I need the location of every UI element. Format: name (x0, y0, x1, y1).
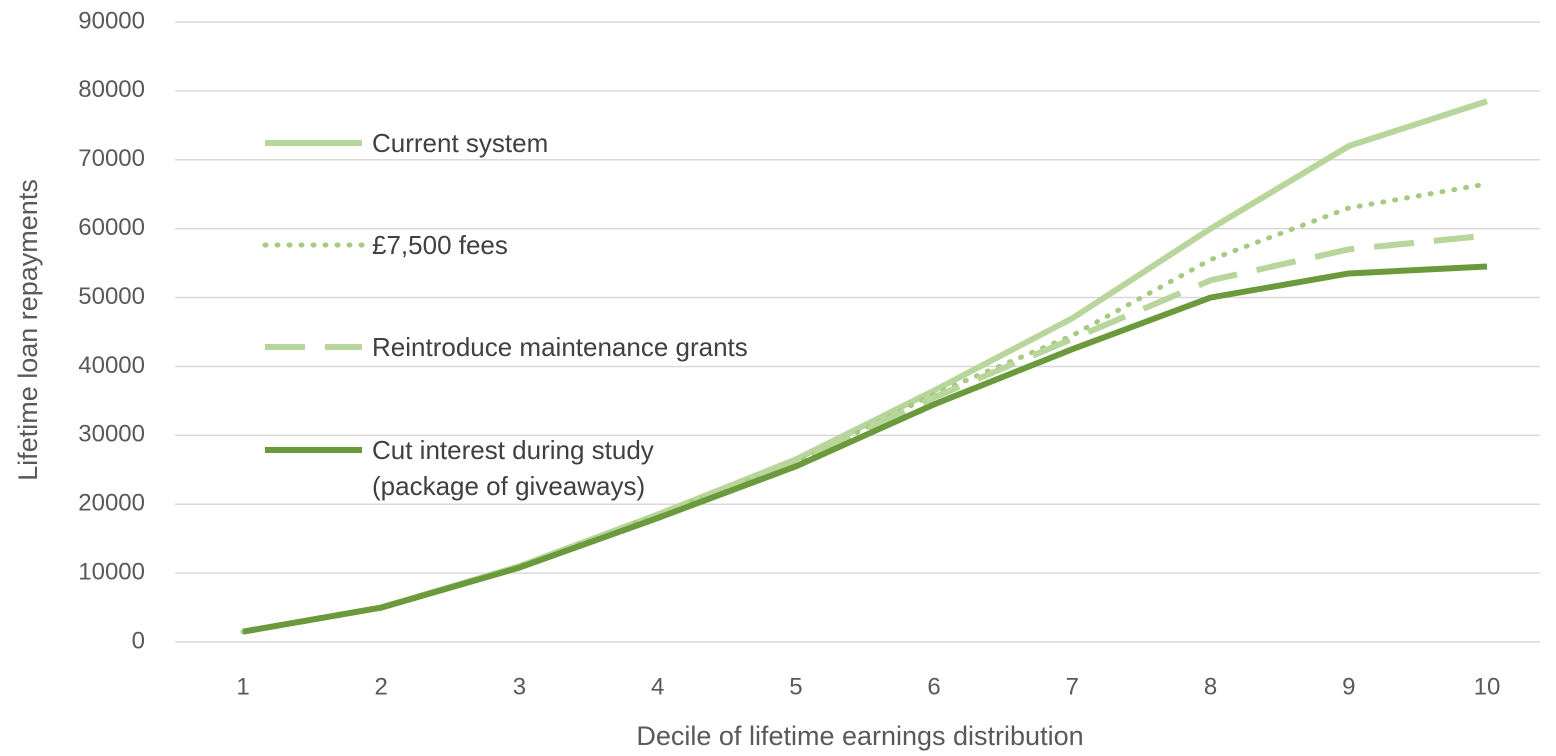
y-tick-label: 20000 (78, 490, 145, 517)
x-tick-label: 3 (513, 673, 526, 700)
y-tick-label: 40000 (78, 352, 145, 379)
series-line (240, 181, 1490, 635)
x-tick-label: 5 (789, 673, 802, 700)
x-tick-label: 9 (1342, 673, 1355, 700)
x-tick-label: 10 (1474, 673, 1501, 700)
y-tick-label: 90000 (78, 7, 145, 34)
x-tick-label: 4 (651, 673, 664, 700)
x-tick-label: 7 (1066, 673, 1079, 700)
x-axis-title: Decile of lifetime earnings distribution (636, 721, 1083, 751)
y-tick-label: 10000 (78, 558, 145, 585)
y-tick-label: 50000 (78, 283, 145, 310)
legend-label: Reintroduce maintenance grants (372, 332, 748, 362)
y-tick-label: 80000 (78, 76, 145, 103)
y-axis-title: Lifetime loan repayments (13, 179, 43, 481)
legend-label: Current system (372, 128, 549, 158)
y-tick-label: 0 (132, 627, 145, 654)
y-tick-label: 60000 (78, 214, 145, 241)
x-tick-label: 1 (236, 673, 249, 700)
x-tick-label: 8 (1204, 673, 1217, 700)
y-tick-label: 30000 (78, 421, 145, 448)
legend-label: £7,500 fees (372, 230, 508, 260)
legend-label: Cut interest during study (package of gi… (372, 435, 654, 501)
y-tick-label: 70000 (78, 145, 145, 172)
x-tick-label: 6 (927, 673, 940, 700)
x-tick-label: 2 (375, 673, 388, 700)
series-line (242, 263, 1488, 635)
